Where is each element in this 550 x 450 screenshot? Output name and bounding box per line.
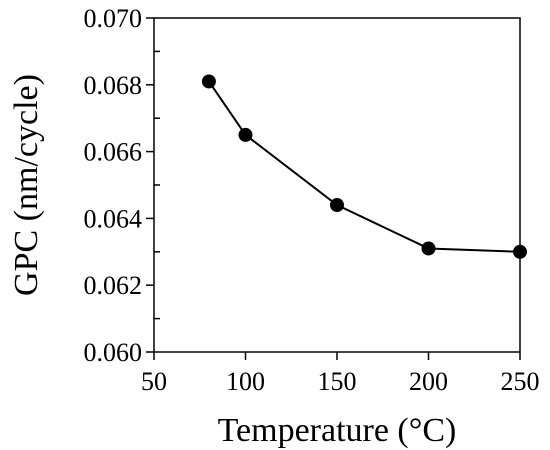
x-axis-ticks [153,352,521,360]
y-axis-tick-labels: 0.060 0.062 0.064 0.066 0.068 0.070 [84,4,143,367]
x-tick-label: 250 [501,367,540,396]
y-axis-title: GPC (nm/cycle) [8,74,45,296]
y-tick-label: 0.068 [84,71,143,100]
data-series [201,74,527,259]
y-axis-ticks [146,17,160,353]
plot-frame [153,17,521,353]
data-point [201,74,216,89]
x-tick-label: 150 [318,367,357,396]
y-tick-label: 0.060 [84,338,143,367]
y-tick-label: 0.070 [84,4,143,33]
y-tick-label: 0.064 [84,204,143,233]
x-axis-title: Temperature (°C) [218,412,457,449]
data-point [238,127,253,142]
y-tick-label: 0.066 [84,138,143,167]
series-line [208,80,521,253]
x-tick-label: 100 [226,367,265,396]
data-point [513,244,527,259]
data-point [421,241,436,256]
x-tick-label: 50 [141,367,167,396]
y-tick-label: 0.062 [84,271,143,300]
x-tick-label: 200 [409,367,448,396]
x-axis-tick-labels: 50 100 150 200 250 [141,367,540,396]
data-point [330,198,344,213]
